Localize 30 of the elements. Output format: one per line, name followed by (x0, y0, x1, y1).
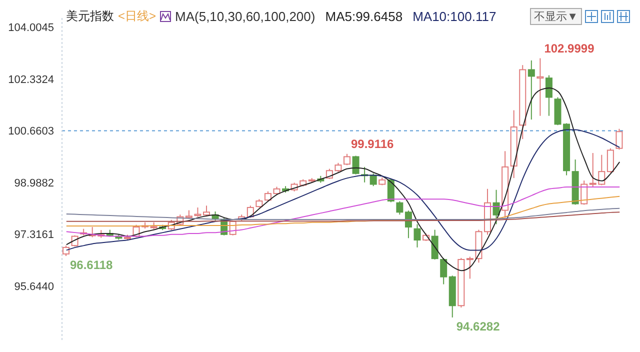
candlestick (616, 128, 623, 150)
annotation: 99.9116 (351, 136, 394, 151)
y-tick-label: 97.3161 (14, 229, 54, 242)
annotation: 94.6282 (456, 319, 500, 334)
candlestick (440, 257, 448, 285)
y-tick-label: 104.0045 (8, 22, 54, 34)
annotation: 102.9999 (544, 41, 595, 56)
candlestick (396, 200, 404, 216)
annotation: 不显示▼ (530, 8, 582, 25)
candlestick (370, 172, 377, 187)
y-tick-label: 98.9882 (14, 177, 54, 190)
candlestick (352, 155, 360, 175)
y-tick-label: 95.6440 (14, 280, 54, 293)
candlestick (431, 229, 438, 260)
candlestick (414, 224, 421, 248)
annotation: MA(5,10,30,60,100,200) (175, 9, 316, 24)
chart-subtitle: <日线> (118, 8, 156, 25)
candlestick (528, 60, 535, 120)
candlestick (536, 58, 544, 116)
text: MA5:99.6458 (325, 9, 403, 24)
candlestick (344, 153, 350, 166)
chart-title: 美元指数 (66, 8, 114, 25)
candlestick (606, 148, 614, 174)
candlestick (62, 245, 70, 257)
text: MA10:100.117 (412, 9, 496, 24)
annotation: 96.6118 (70, 258, 114, 272)
y-tick-label: 102.3324 (8, 74, 54, 86)
candlestick (545, 74, 552, 116)
y-tick-label: 100.6603 (8, 126, 54, 138)
candlestick (264, 190, 272, 202)
